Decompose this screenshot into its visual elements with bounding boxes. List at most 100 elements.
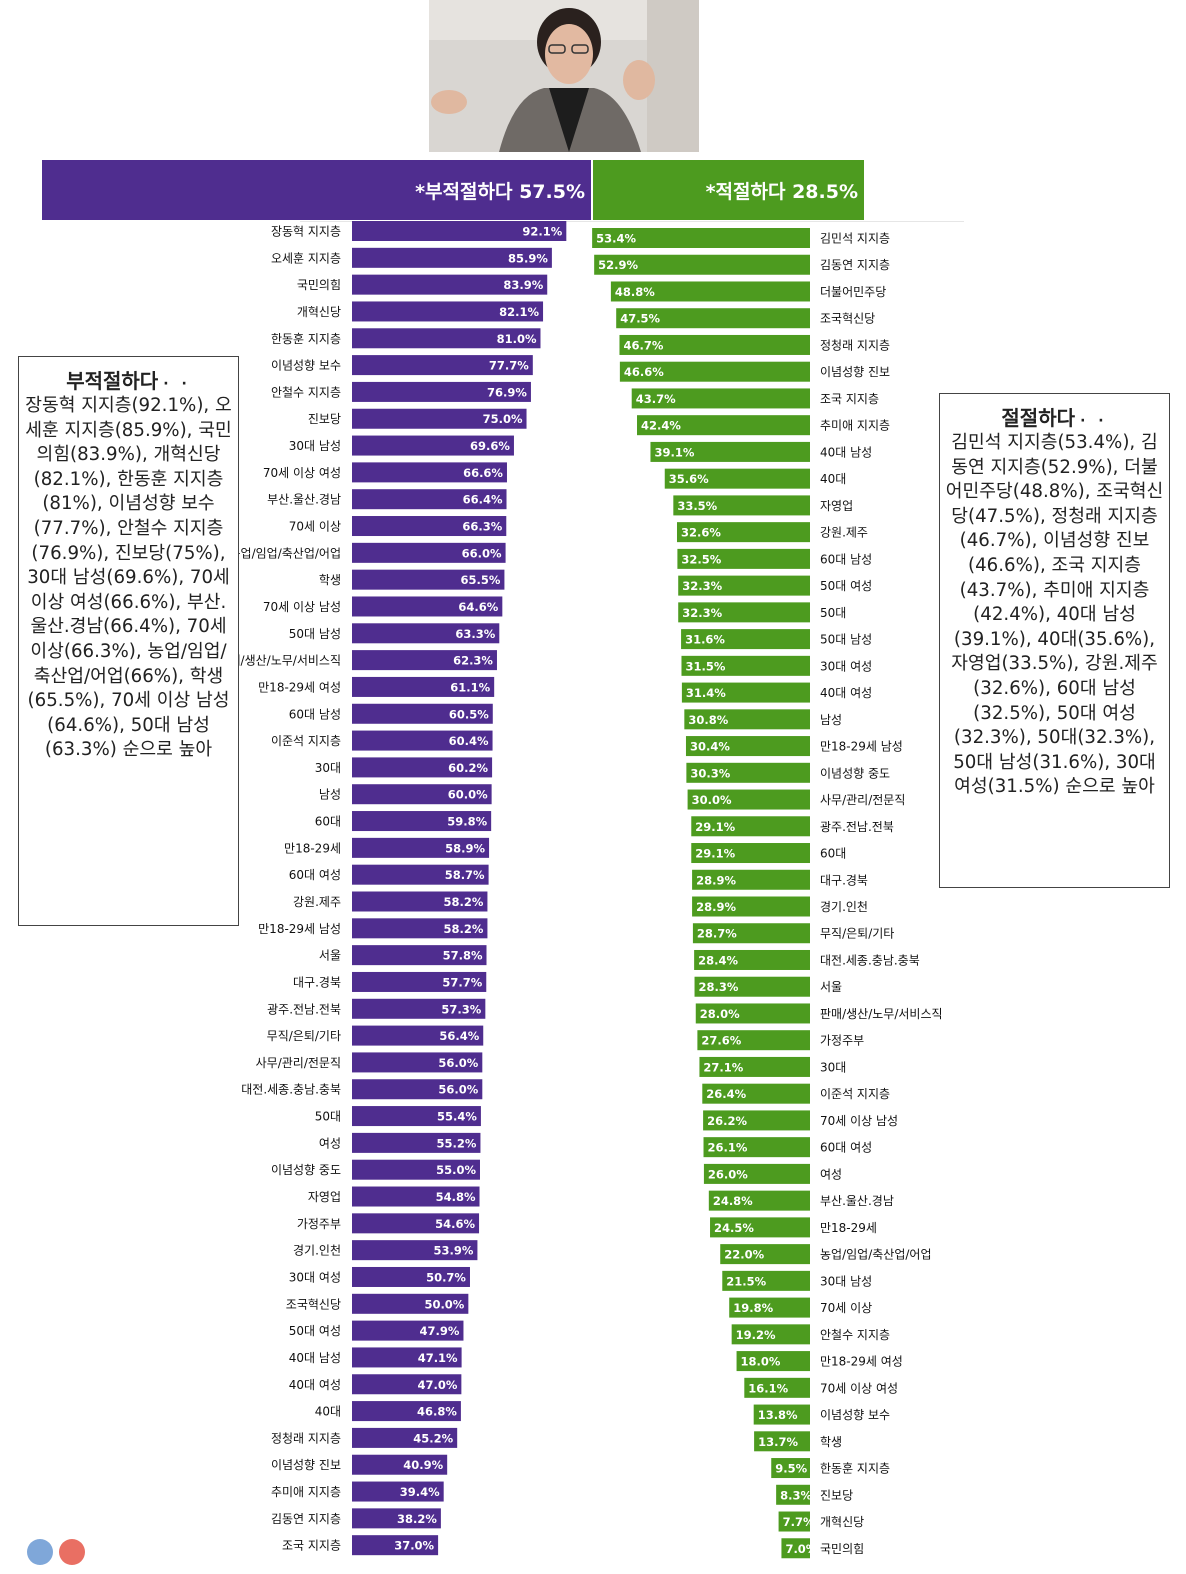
negative-bar-value: 59.8%	[447, 815, 487, 829]
positive-bar-value: 42.4%	[641, 419, 681, 433]
positive-bar-value: 43.7%	[636, 392, 676, 406]
positive-bar-value: 13.7%	[758, 1435, 798, 1449]
negative-bar	[352, 516, 507, 537]
negative-category-label: 70세 이상	[289, 520, 341, 534]
positive-category-label: 추미애 지지층	[820, 419, 890, 433]
negative-category-label: 30대 남성	[289, 439, 341, 453]
positive-category-label: 이준석 지지층	[820, 1087, 890, 1101]
negative-category-label: 무직/은퇴/기타	[267, 1029, 341, 1043]
negative-bar-value: 58.9%	[445, 841, 485, 855]
positive-bar-value: 31.5%	[685, 659, 725, 673]
negative-bar-value: 58.7%	[445, 868, 485, 882]
negative-category-label: 70세 이상 여성	[263, 466, 341, 480]
negative-bar-value: 53.9%	[434, 1244, 474, 1258]
positive-bar-value: 21.5%	[726, 1274, 766, 1288]
negative-category-label: 조국혁신당	[286, 1297, 341, 1311]
negative-bar-value: 56.0%	[438, 1056, 478, 1070]
positive-bar	[678, 575, 810, 596]
negative-bar-value: 66.0%	[462, 546, 502, 560]
positive-category-label: 60대 남성	[820, 552, 872, 566]
positive-category-label: 70세 이상	[820, 1301, 872, 1315]
positive-bar	[710, 1217, 810, 1238]
negative-bar-value: 55.2%	[437, 1136, 477, 1150]
positive-summary-note: 절절하다 · · 김민석 지지층(53.4%), 김동연 지지층(52.9%),…	[939, 393, 1170, 888]
positive-bar	[637, 415, 810, 436]
negative-bar	[352, 1401, 461, 1422]
positive-bar-value: 24.5%	[714, 1221, 754, 1235]
positive-bar-value: 32.3%	[682, 606, 722, 620]
positive-category-label: 이념성향 보수	[820, 1408, 890, 1422]
negative-bar	[352, 676, 495, 697]
positive-bar	[673, 495, 810, 516]
negative-bar	[352, 864, 489, 885]
negative-bar-value: 50.0%	[424, 1297, 464, 1311]
negative-bar-value: 45.2%	[413, 1431, 453, 1445]
negative-bar	[352, 1132, 481, 1153]
positive-category-label: 만18-29세 남성	[820, 740, 903, 754]
negative-bar	[352, 221, 567, 241]
positive-bar-value: 31.4%	[686, 686, 726, 700]
positive-bar	[592, 228, 810, 248]
negative-category-label: 강원.제주	[293, 895, 341, 909]
negative-bar	[352, 998, 486, 1019]
positive-category-label: 정청래 지지층	[820, 338, 890, 352]
negative-bar-value: 47.0%	[417, 1378, 457, 1392]
positive-category-label: 안철수 지지층	[820, 1328, 890, 1342]
positive-bar-value: 32.5%	[681, 552, 721, 566]
negative-bar	[352, 1535, 439, 1556]
negative-bar	[352, 1159, 480, 1180]
positive-bar-value: 30.8%	[688, 713, 728, 727]
negative-category-label: 만18-29세 남성	[258, 922, 341, 936]
negative-category-label: 40대 남성	[289, 1351, 341, 1365]
negative-bar-value: 66.6%	[463, 466, 503, 480]
positive-bar	[731, 1324, 810, 1345]
negative-category-label: 추미애 지지층	[271, 1485, 341, 1499]
positive-bar-value: 47.5%	[620, 312, 660, 326]
positive-bar	[694, 949, 810, 970]
negative-bar	[352, 1508, 441, 1529]
negative-bar	[352, 650, 497, 671]
positive-bar-value: 28.7%	[697, 927, 737, 941]
negative-category-label: 안철수 지지층	[271, 385, 341, 399]
negative-category-label: 50대 여성	[289, 1324, 341, 1338]
negative-bar-value: 54.8%	[436, 1190, 476, 1204]
positive-bar-value: 30.4%	[690, 740, 730, 754]
negative-bar-value: 66.3%	[462, 520, 502, 534]
negative-bar	[352, 301, 544, 322]
negative-bar-value: 56.4%	[439, 1029, 479, 1043]
positive-category-label: 40대 여성	[820, 686, 872, 700]
negative-banner: *부적절하다 57.5%	[42, 160, 591, 220]
positive-bar	[722, 1270, 810, 1291]
positive-bar	[771, 1458, 810, 1479]
positive-bar	[681, 655, 810, 676]
positive-bar	[776, 1484, 810, 1505]
negative-category-label: 자영업	[308, 1190, 341, 1204]
positive-bar-value: 28.9%	[696, 900, 736, 914]
negative-category-label: 70세 이상 남성	[263, 600, 341, 614]
positive-category-label: 부산.울산.경남	[820, 1194, 894, 1208]
negative-bar	[352, 1454, 448, 1475]
negative-bar-value: 69.6%	[470, 439, 510, 453]
positive-bar	[681, 682, 810, 703]
negative-category-label: 개혁신당	[297, 305, 341, 319]
positive-bar-value: 39.1%	[654, 445, 694, 459]
positive-bar	[778, 1511, 810, 1532]
positive-bar-value: 31.6%	[685, 633, 725, 647]
negative-bar	[352, 1106, 481, 1127]
negative-category-label: 여성	[319, 1136, 341, 1150]
negative-bar-value: 77.7%	[489, 359, 529, 373]
negative-bar-value: 81.0%	[497, 332, 537, 346]
negative-category-label: 국민의힘	[297, 278, 341, 292]
negative-bar-value: 47.1%	[418, 1351, 458, 1365]
negative-category-label: 정청래 지지층	[271, 1431, 341, 1445]
negative-category-label: 남성	[319, 788, 341, 802]
positive-category-label: 학생	[820, 1435, 842, 1449]
negative-note-title: 부적절하다	[66, 369, 159, 393]
negative-bar-value: 55.4%	[437, 1110, 477, 1124]
positive-bar-value: 19.2%	[736, 1328, 776, 1342]
positive-bar-value: 28.4%	[698, 953, 738, 967]
negative-bar	[352, 945, 487, 966]
positive-bar-value: 32.6%	[681, 526, 721, 540]
positive-category-label: 50대 남성	[820, 633, 872, 647]
negative-bar	[352, 1266, 470, 1287]
